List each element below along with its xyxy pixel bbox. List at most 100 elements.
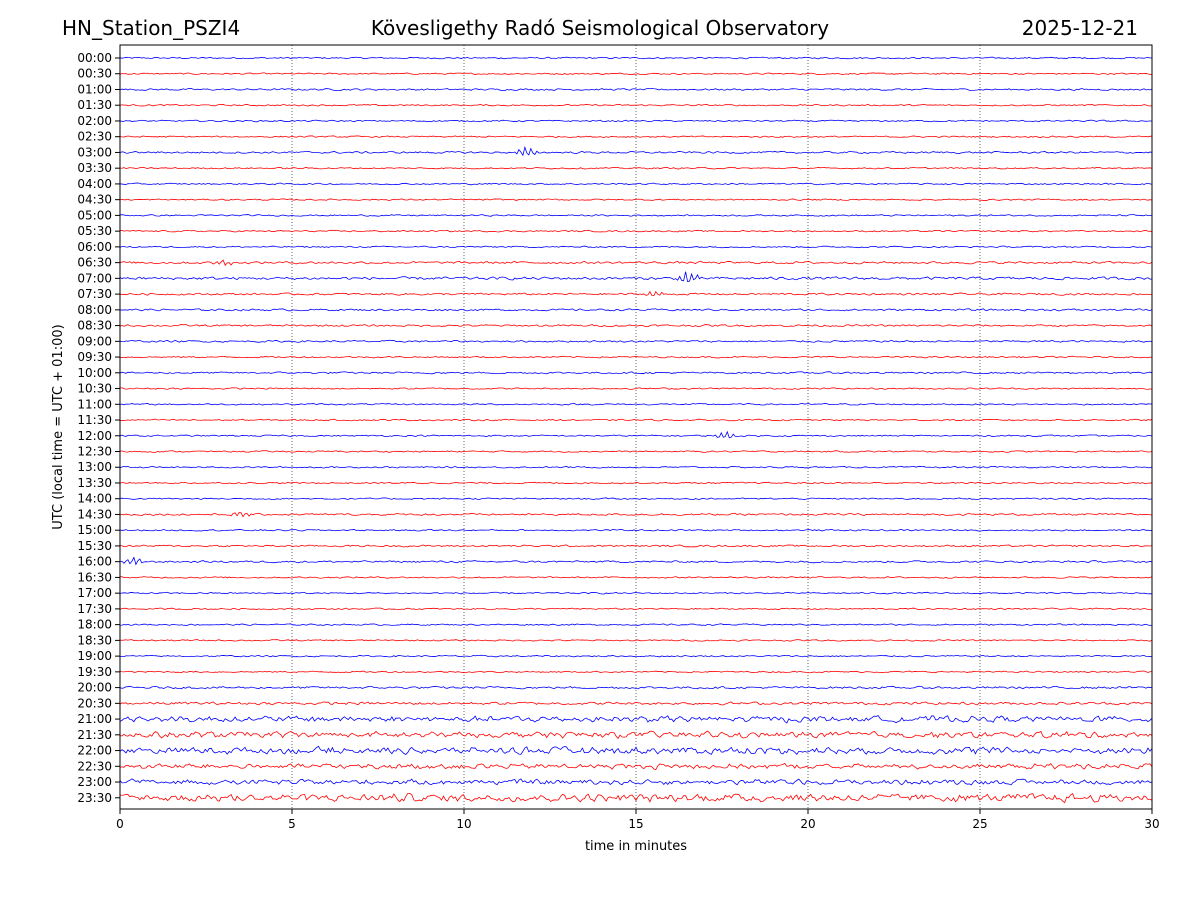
x-tick-label: 20 bbox=[800, 817, 815, 831]
y-tick-label: 06:30 bbox=[77, 256, 112, 270]
trace-1830 bbox=[119, 639, 1153, 642]
trace-1100 bbox=[119, 403, 1153, 406]
trace-0030 bbox=[119, 72, 1153, 76]
y-tick-label: 08:00 bbox=[77, 303, 112, 317]
y-tick-label: 11:30 bbox=[77, 413, 112, 427]
y-tick-label: 18:30 bbox=[77, 633, 112, 647]
trace-1500 bbox=[119, 529, 1153, 532]
y-tick-label: 00:30 bbox=[77, 67, 112, 81]
y-tick-label: 03:30 bbox=[77, 161, 112, 175]
trace-0200 bbox=[119, 119, 1152, 123]
y-tick-label: 20:00 bbox=[77, 681, 112, 695]
y-tick-label: 17:00 bbox=[77, 586, 112, 600]
trace-0300 bbox=[119, 145, 1153, 157]
trace-0730 bbox=[119, 290, 1153, 297]
y-tick-label: 04:00 bbox=[77, 177, 112, 191]
trace-0100 bbox=[119, 88, 1153, 91]
trace-0600 bbox=[119, 245, 1153, 249]
trace-1800 bbox=[119, 623, 1153, 626]
y-tick-label: 09:30 bbox=[77, 350, 112, 364]
y-tick-label: 13:30 bbox=[77, 476, 112, 490]
trace-0630 bbox=[119, 259, 1153, 267]
y-tick-label: 21:30 bbox=[77, 728, 112, 742]
trace-2230 bbox=[119, 762, 1153, 771]
y-tick-label: 12:00 bbox=[77, 429, 112, 443]
grid-lines bbox=[291, 45, 981, 809]
trace-1700 bbox=[119, 591, 1153, 595]
trace-0000 bbox=[119, 56, 1153, 60]
trace-1730 bbox=[119, 607, 1153, 611]
y-tick-label: 12:30 bbox=[77, 445, 112, 459]
y-tick-label: 23:00 bbox=[77, 775, 112, 789]
y-tick-label: 15:00 bbox=[77, 523, 112, 537]
trace-1330 bbox=[119, 481, 1153, 485]
y-tick-label: 16:00 bbox=[77, 555, 112, 569]
trace-2130 bbox=[119, 730, 1153, 739]
trace-1400 bbox=[119, 497, 1153, 500]
y-tick-label: 09:00 bbox=[77, 334, 112, 348]
y-tick-label: 22:00 bbox=[77, 744, 112, 758]
trace-1530 bbox=[119, 544, 1153, 548]
trace-layer bbox=[119, 56, 1153, 804]
trace-0430 bbox=[119, 198, 1153, 201]
trace-1630 bbox=[119, 576, 1153, 579]
y-tick-label: 21:00 bbox=[77, 712, 112, 726]
trace-0130 bbox=[119, 103, 1153, 107]
trace-1200 bbox=[119, 430, 1153, 439]
trace-2330 bbox=[119, 792, 1153, 804]
y-axis-label: UTC (local time = UTC + 01:00) bbox=[51, 324, 66, 529]
trace-1600 bbox=[119, 556, 1153, 566]
y-tick-label: 03:00 bbox=[77, 145, 112, 159]
y-tick-label: 06:00 bbox=[77, 240, 112, 254]
x-axis-ticks: 0 5 10 15 20 25 30 bbox=[116, 809, 1160, 831]
x-tick-label: 10 bbox=[456, 817, 471, 831]
trace-2030 bbox=[119, 701, 1153, 706]
y-tick-label: 15:30 bbox=[77, 539, 112, 553]
trace-0700 bbox=[119, 271, 1153, 283]
x-tick-label: 0 bbox=[116, 817, 124, 831]
trace-0800 bbox=[119, 308, 1153, 312]
y-tick-label: 10:30 bbox=[77, 382, 112, 396]
y-tick-label: 19:30 bbox=[77, 665, 112, 679]
trace-0530 bbox=[119, 229, 1153, 233]
y-tick-label: 04:30 bbox=[77, 193, 112, 207]
trace-0330 bbox=[119, 166, 1153, 170]
trace-0900 bbox=[119, 339, 1153, 343]
observatory-title: Kövesligethy Radó Seismological Observat… bbox=[370, 16, 830, 40]
trace-0930 bbox=[119, 355, 1153, 359]
trace-1300 bbox=[119, 465, 1153, 469]
trace-2300 bbox=[119, 778, 1153, 786]
x-axis-label: time in minutes bbox=[585, 839, 687, 854]
trace-0230 bbox=[119, 135, 1153, 138]
y-tick-label: 00:00 bbox=[77, 51, 112, 65]
trace-0500 bbox=[119, 214, 1152, 217]
y-tick-label: 17:30 bbox=[77, 602, 112, 616]
x-tick-label: 5 bbox=[288, 817, 296, 831]
y-tick-label: 01:30 bbox=[77, 98, 112, 112]
trace-1930 bbox=[119, 670, 1153, 674]
trace-0830 bbox=[119, 324, 1153, 328]
y-tick-label: 05:00 bbox=[77, 208, 112, 222]
y-tick-label: 20:30 bbox=[77, 696, 112, 710]
y-tick-label: 18:00 bbox=[77, 618, 112, 632]
trace-0400 bbox=[119, 182, 1153, 186]
trace-1000 bbox=[119, 371, 1153, 375]
y-tick-label: 16:30 bbox=[77, 570, 112, 584]
y-tick-label: 11:00 bbox=[77, 397, 112, 411]
y-tick-label: 07:00 bbox=[77, 271, 112, 285]
y-tick-label: 07:30 bbox=[77, 287, 112, 301]
y-tick-label: 13:00 bbox=[77, 460, 112, 474]
trace-1230 bbox=[119, 450, 1153, 453]
trace-2200 bbox=[119, 745, 1153, 755]
y-tick-label: 10:00 bbox=[77, 366, 112, 380]
trace-1030 bbox=[119, 387, 1153, 390]
station-name: HN_Station_PSZI4 bbox=[62, 16, 241, 40]
y-tick-label: 05:30 bbox=[77, 224, 112, 238]
y-tick-label: 23:30 bbox=[77, 791, 112, 805]
y-tick-label: 08:30 bbox=[77, 319, 112, 333]
y-tick-label: 14:00 bbox=[77, 492, 112, 506]
y-tick-label: 19:00 bbox=[77, 649, 112, 663]
trace-2000 bbox=[119, 685, 1153, 690]
